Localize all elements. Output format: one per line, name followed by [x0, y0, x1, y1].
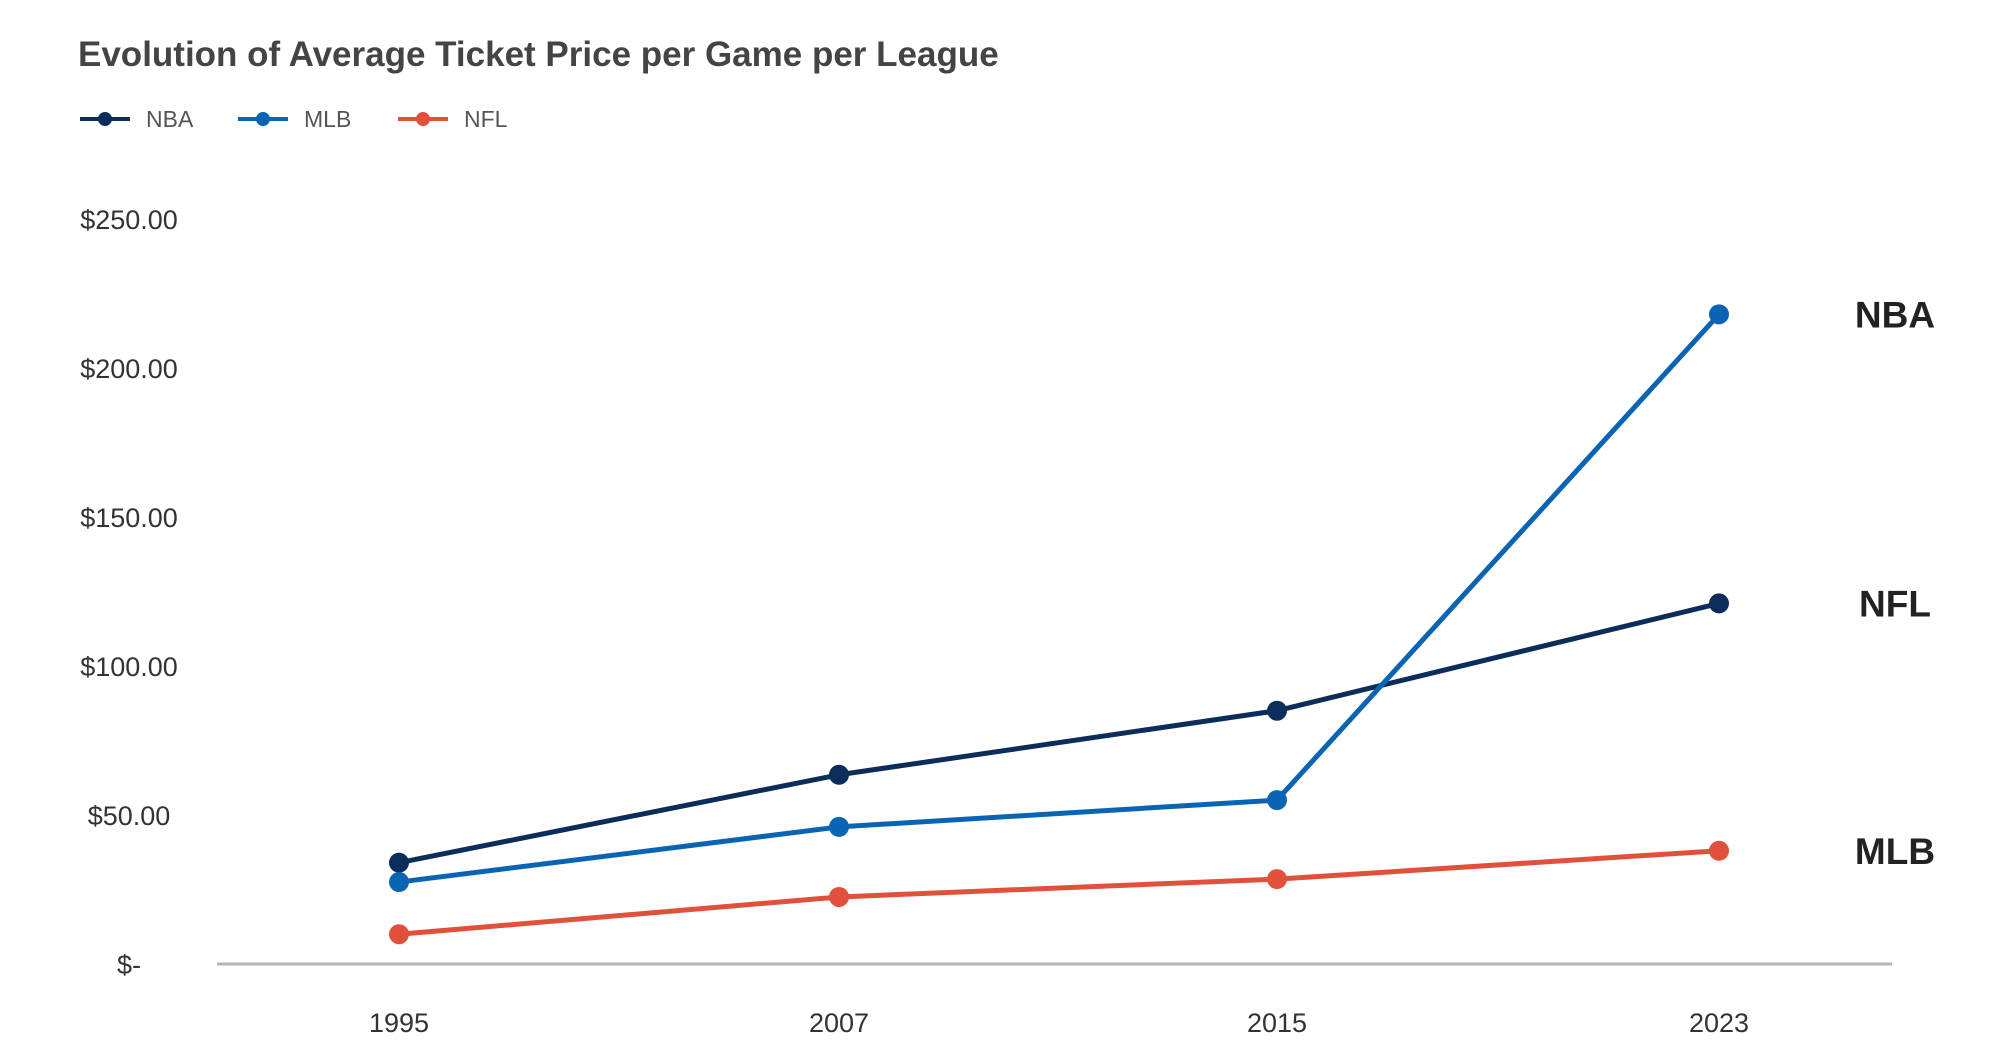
x-tick-label: 1995	[369, 1008, 429, 1038]
series-nfl	[389, 840, 1729, 945]
legend-label: NBA	[146, 106, 194, 132]
legend-item-mlb: MLB	[238, 106, 351, 132]
data-point	[1709, 593, 1729, 614]
x-tick-label: 2015	[1247, 1008, 1307, 1038]
end-label: NBA	[1855, 294, 1935, 335]
legend: NBA MLB NFL	[80, 106, 508, 132]
data-point	[1709, 304, 1729, 325]
y-tick-label: $150.00	[80, 503, 178, 533]
end-label: NFL	[1859, 583, 1931, 624]
series-line	[398, 848, 1720, 937]
series-group	[389, 304, 1729, 945]
legend-marker-icon	[256, 112, 270, 126]
legend-label: NFL	[464, 106, 508, 132]
data-point	[1267, 700, 1287, 721]
data-point	[829, 886, 849, 907]
x-tick-label: 2007	[809, 1008, 869, 1038]
y-tick-label: $250.00	[80, 205, 178, 235]
legend-item-nfl: NFL	[398, 106, 508, 132]
x-axis: 1995 2007 2015 2023	[369, 1008, 1749, 1038]
x-tick-label: 2023	[1689, 1008, 1749, 1038]
legend-label: MLB	[304, 106, 351, 132]
y-tick-label: $200.00	[80, 354, 178, 384]
data-point	[1267, 790, 1287, 811]
y-tick-label: $50.00	[88, 801, 171, 831]
y-tick-label: $100.00	[80, 652, 178, 682]
legend-marker-icon	[416, 112, 430, 126]
y-axis: $- $50.00 $100.00 $150.00 $200.00 $250.00	[80, 205, 178, 980]
legend-marker-icon	[98, 112, 112, 126]
data-point	[829, 764, 849, 785]
data-point	[1709, 840, 1729, 861]
data-point	[389, 924, 409, 945]
series-nba	[389, 593, 1729, 873]
data-point	[389, 872, 409, 893]
chart-title: Evolution of Average Ticket Price per Ga…	[78, 35, 999, 74]
end-label: MLB	[1855, 831, 1935, 872]
data-point	[1267, 869, 1287, 890]
end-labels: NBA NFL MLB	[1855, 294, 1935, 871]
data-point	[389, 852, 409, 873]
series-line	[398, 312, 1721, 885]
series-mlb	[389, 304, 1729, 893]
y-tick-label: $-	[117, 950, 141, 980]
series-line	[398, 600, 1720, 866]
legend-item-nba: NBA	[80, 106, 194, 132]
data-point	[829, 816, 849, 837]
